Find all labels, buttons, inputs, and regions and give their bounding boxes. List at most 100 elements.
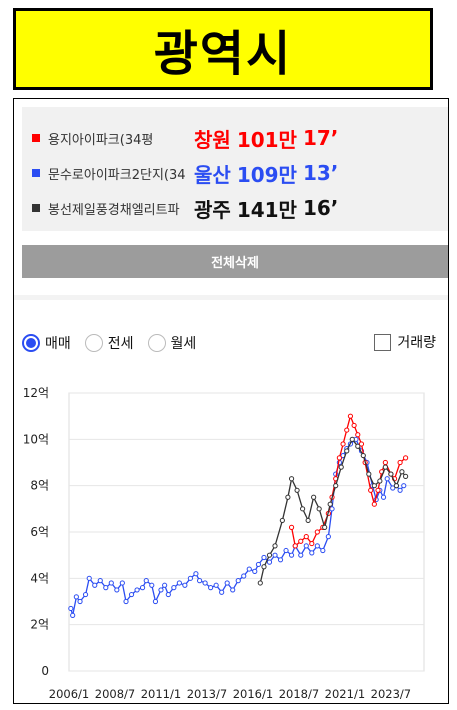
y-tick-label: 4억 [30,571,49,585]
data-point [309,550,315,556]
data-point [303,534,309,540]
legend-name: 용지아이파크(34평 [48,132,154,148]
volume-toggle[interactable]: 거래량 [374,332,436,352]
legend-name: 봉선제일풍경채엘리트파 [48,202,180,218]
data-point [298,552,304,558]
data-point [134,587,140,593]
data-point [152,598,159,605]
data-point [139,585,146,591]
legend-item-changwon[interactable]: 용지아이파크(34평 창원 101만 17’ [32,122,338,154]
data-point [241,573,247,579]
radio-unselected-icon[interactable] [147,334,166,352]
data-point [283,547,289,554]
data-point [388,471,394,477]
data-point [349,436,355,442]
divider [14,295,448,300]
data-point [230,587,236,593]
legend-name: 문수로아이파크2단지(34 [48,167,186,183]
data-point [360,452,366,459]
data-point [70,612,76,618]
legend-item-gwangju[interactable]: 봉선제일풍경채엘리트파 광주 141만 16’ [32,192,338,224]
data-point [368,487,374,493]
data-point [366,471,372,477]
data-point [375,487,381,493]
data-point [97,578,103,584]
data-point [316,506,322,512]
comparison-panel: 용지아이파크(34평 창원 101만 17’ 문수로아이파크2단지(34 울산 … [13,98,449,704]
y-tick-label: 12억 [23,386,49,400]
dark-square-icon [32,204,40,212]
data-point [384,476,390,482]
data-point [261,554,267,561]
data-point [261,564,267,570]
data-point [311,494,317,500]
radio-unselected-icon[interactable] [84,334,103,352]
data-point [187,575,193,581]
data-point [390,485,396,491]
data-point [219,589,225,595]
blue-square-icon [32,169,40,177]
data-point [322,524,328,530]
red-square-icon [32,134,40,142]
x-tick-label: 2013/7 [187,687,227,701]
data-point [196,578,203,584]
data-point [193,571,199,577]
data-point [300,506,306,512]
data-point [285,494,291,500]
data-point [73,594,79,600]
data-point [123,598,129,605]
data-point [272,543,278,549]
data-point [103,585,109,591]
legend-city: 창원 [194,127,231,152]
data-point [358,441,365,447]
data-point [158,587,164,593]
x-tick-label: 2006/1 [49,687,89,701]
data-point [336,455,342,461]
data-point [266,552,273,558]
data-point [397,487,403,493]
data-point [382,464,388,470]
data-point [68,605,74,612]
data-point [377,478,383,484]
trade-type-radio-group: 매매 전세 월세 [22,331,210,355]
data-point [288,476,295,482]
data-point [351,422,357,429]
data-point [143,578,149,584]
data-point [114,587,120,593]
data-point [292,543,298,549]
radio-sale[interactable]: 매매 [22,333,71,353]
data-point [77,598,83,605]
data-point [327,501,333,507]
delete-all-button[interactable]: 전체삭제 [22,245,448,278]
legend-city: 울산 [194,162,231,187]
data-point [320,547,326,554]
legend-box: 용지아이파크(34평 창원 101만 17’ 문수로아이파크2단지(34 울산 … [22,107,448,231]
checkbox-icon[interactable] [374,333,392,351]
data-point [182,582,188,588]
data-point [257,580,263,586]
title-banner: 광역시 [13,8,433,90]
data-point [82,591,89,598]
data-point [162,582,168,588]
series-line [70,438,405,616]
radio-monthly-rent[interactable]: 월세 [147,333,196,353]
legend-price: 101만 [236,127,297,152]
legend-year: 16’ [302,196,339,220]
price-chart: 0 2억 4억 6억 8억 10억 12억 2006/1 2008/7 2011/1 2013/7 2… [23,386,425,701]
data-point [272,552,278,558]
data-point [119,580,125,586]
legend-item-ulsan[interactable]: 문수로아이파크2단지(34 울산 109만 13’ [32,157,338,189]
series-line [259,438,407,584]
data-point [128,591,135,598]
data-point [401,483,407,489]
data-point [108,580,114,586]
radio-selected-icon[interactable] [22,334,40,352]
legend-price: 109만 [236,162,297,187]
data-point [333,483,339,489]
data-point [340,441,346,447]
data-point [149,582,155,588]
banner-title: 광역시 [153,26,293,82]
data-point [371,483,377,489]
data-point [288,524,295,530]
radio-jeonse[interactable]: 전세 [84,333,134,353]
